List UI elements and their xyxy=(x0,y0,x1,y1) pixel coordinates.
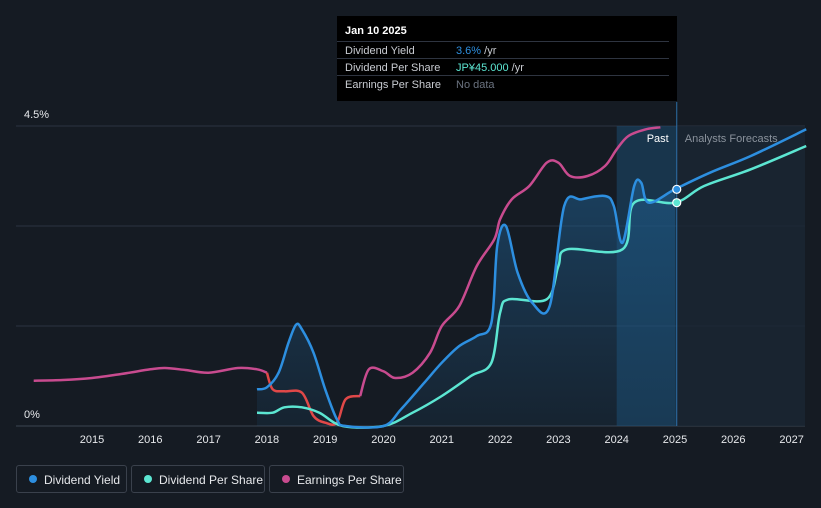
x-axis-tick-label: 2024 xyxy=(604,434,628,446)
x-axis-tick-label: 2023 xyxy=(546,434,570,446)
x-axis-tick-label: 2022 xyxy=(488,434,512,446)
x-axis-tick-label: 2018 xyxy=(255,434,279,446)
forecast-label: Analysts Forecasts xyxy=(685,133,778,145)
x-axis-tick-label: 2021 xyxy=(430,434,454,446)
x-axis-tick-label: 2016 xyxy=(138,434,162,446)
y-axis-label: 4.5% xyxy=(24,109,49,121)
series-marker xyxy=(672,198,682,208)
earnings-per-share-line xyxy=(33,366,268,382)
legend-earnings-per-share[interactable]: Earnings Per Share xyxy=(269,465,404,493)
tooltip-label: Dividend Yield xyxy=(345,45,415,57)
x-axis-tick-label: 2020 xyxy=(371,434,395,446)
x-axis-tick-label: 2026 xyxy=(721,434,745,446)
tooltip-row-earnings-per-share: Earnings Per Share No data xyxy=(337,75,669,93)
legend-label: Earnings Per Share xyxy=(297,473,402,487)
legend-label: Dividend Per Share xyxy=(159,473,264,487)
x-axis-tick-label: 2027 xyxy=(779,434,803,446)
legend-dividend-yield[interactable]: Dividend Yield xyxy=(16,465,127,493)
tooltip-value: 3.6% /yr xyxy=(456,45,497,57)
x-axis-tick-label: 2025 xyxy=(663,434,687,446)
tooltip-label: Earnings Per Share xyxy=(345,79,441,91)
legend-dot xyxy=(282,475,290,483)
past-label: Past xyxy=(647,133,669,145)
x-axis-tick-label: 2015 xyxy=(80,434,104,446)
forecast-region xyxy=(676,126,805,426)
tooltip-row-dividend-yield: Dividend Yield 3.6% /yr xyxy=(337,41,669,59)
tooltip-date: Jan 10 2025 xyxy=(345,25,407,37)
earnings-per-share-line xyxy=(358,126,661,397)
legend-label: Dividend Yield xyxy=(44,473,121,487)
x-axis-tick-label: 2017 xyxy=(196,434,220,446)
x-axis-tick-label: 2019 xyxy=(313,434,337,446)
series-marker xyxy=(672,184,682,194)
tooltip: Jan 10 2025 Dividend Yield 3.6% /yr Divi… xyxy=(337,16,677,101)
earnings-per-share-negative-line xyxy=(265,372,361,426)
tooltip-value: JP¥45.000 /yr xyxy=(456,62,524,74)
y-axis-label: 0% xyxy=(24,409,40,421)
dividend-yield-area xyxy=(257,179,675,428)
tooltip-row-dividend-per-share: Dividend Per Share JP¥45.000 /yr xyxy=(337,58,669,76)
legend-dividend-per-share[interactable]: Dividend Per Share xyxy=(131,465,265,493)
tooltip-value: No data xyxy=(456,79,495,91)
legend-dot xyxy=(29,475,37,483)
legend-dot xyxy=(144,475,152,483)
dividend-yield-line xyxy=(256,128,807,429)
tooltip-label: Dividend Per Share xyxy=(345,62,441,74)
